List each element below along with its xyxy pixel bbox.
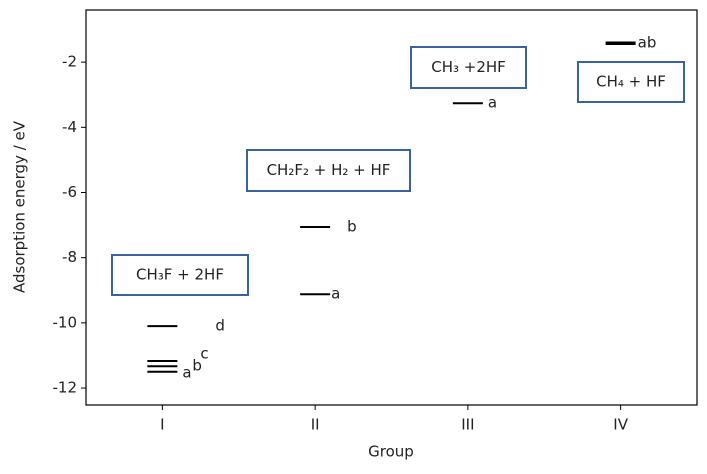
level-label: a bbox=[331, 285, 340, 303]
annotation: CH₃F + 2HF bbox=[136, 266, 224, 284]
level-label: ab bbox=[638, 34, 657, 52]
y-tick-label: -2 bbox=[62, 53, 77, 71]
annotation: CH₄ + HF bbox=[596, 73, 666, 91]
y-tick-label: -12 bbox=[53, 379, 78, 397]
y-tick-label: -8 bbox=[62, 248, 77, 266]
x-axis-label: Group bbox=[368, 443, 414, 461]
x-tick-label: I bbox=[160, 416, 164, 434]
level-label: c bbox=[200, 345, 208, 363]
x-tick-label: IV bbox=[613, 416, 628, 434]
y-tick-label: -4 bbox=[62, 118, 77, 136]
plot-frame bbox=[85, 9, 698, 406]
annotation-box bbox=[246, 149, 411, 192]
level-label: d bbox=[215, 317, 225, 335]
annotation-box bbox=[577, 61, 685, 103]
y-tick-label: -10 bbox=[53, 313, 78, 331]
level-label: b bbox=[347, 218, 357, 236]
annotation-box bbox=[111, 254, 249, 296]
y-axis-label: Adsorption energy / eV bbox=[11, 120, 29, 293]
annotation: CH₃ +2HF bbox=[431, 58, 506, 76]
x-tick-label: II bbox=[311, 416, 320, 434]
x-tick-label: III bbox=[461, 416, 474, 434]
y-tick-label: -6 bbox=[62, 183, 77, 201]
annotation-box bbox=[410, 46, 527, 89]
level-label: b bbox=[192, 357, 202, 375]
level-label: a bbox=[488, 94, 497, 112]
annotation: CH₂F₂ + H₂ + HF bbox=[267, 161, 391, 179]
level-label: a bbox=[182, 363, 191, 381]
